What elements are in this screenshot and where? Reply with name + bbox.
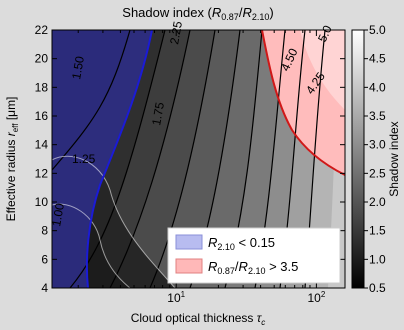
contour-label-1-25: 1.25 xyxy=(72,152,96,166)
y-tick-label: 22 xyxy=(35,23,49,37)
colorbar-tick-label: 1.0 xyxy=(369,252,386,266)
y-tick-label: 10 xyxy=(35,195,49,209)
legend-entry-red: R0.87/R2.10 > 3.5 xyxy=(208,259,298,276)
colorbar-tick-label: 3.0 xyxy=(369,138,386,152)
colorbar-label: Shadow index xyxy=(387,121,401,196)
contour-labels: 1.50 1.25 1.00 1.75 2.25 4.50 4.25 5.0 xyxy=(49,20,335,228)
y-tick-label: 6 xyxy=(41,252,48,266)
colorbar-tick-label: 3.5 xyxy=(369,109,386,123)
y-tick-label: 20 xyxy=(35,52,49,66)
contour-field xyxy=(52,30,345,288)
chart-title: Shadow index (R0.87/R2.10) xyxy=(122,5,273,22)
colorbar: 0.5 1.0 1.5 2.0 2.5 3.0 3.5 4.0 4.5 5.0 Shadow in… xyxy=(351,23,401,295)
y-axis-label: Effective radius reff [μm] xyxy=(4,97,20,222)
x-tick-label: 102 xyxy=(307,290,325,305)
y-tick-label: 14 xyxy=(35,138,49,152)
x-tick-label: 101 xyxy=(167,290,185,305)
legend-swatch-blue xyxy=(175,234,203,250)
colorbar-tick-label: 4.0 xyxy=(369,80,386,94)
x-axis-label: Cloud optical thickness τc xyxy=(131,311,266,327)
legend-swatch-red xyxy=(175,258,203,274)
y-tick-label: 12 xyxy=(35,166,49,180)
x-axis: 101 102 xyxy=(77,30,326,305)
colorbar-gradient xyxy=(351,29,365,289)
colorbar-tick-label: 2.5 xyxy=(369,166,386,180)
contour-label-1-00: 1.00 xyxy=(49,202,67,228)
contour-label-5-0: 5.0 xyxy=(315,23,335,44)
contour-label-1-75: 1.75 xyxy=(149,101,167,127)
colorbar-tick-label: 0.5 xyxy=(369,281,386,295)
colorbar-tick-label: 4.5 xyxy=(369,52,386,66)
colorbar-tick-label: 5.0 xyxy=(369,23,386,37)
plot-frame xyxy=(51,29,346,289)
colorbar-tick-label: 2.0 xyxy=(369,195,386,209)
y-tick-label: 4 xyxy=(41,281,48,295)
y-tick-label: 8 xyxy=(41,224,48,238)
y-tick-label: 18 xyxy=(35,80,49,94)
y-tick-label: 16 xyxy=(35,109,49,123)
y-axis: 4 6 8 10 12 14 16 18 20 22 xyxy=(35,23,345,295)
colorbar-ticks: 0.5 1.0 1.5 2.0 2.5 3.0 3.5 4.0 4.5 5.0 xyxy=(364,23,386,295)
colorbar-tick-label: 1.5 xyxy=(369,224,386,238)
legend-entry-blue: R2.10 < 0.15 xyxy=(208,235,275,252)
legend: R2.10 < 0.15 R0.87/R2.10 > 3.5 xyxy=(167,227,341,284)
contour-label-1-50: 1.50 xyxy=(69,55,87,81)
